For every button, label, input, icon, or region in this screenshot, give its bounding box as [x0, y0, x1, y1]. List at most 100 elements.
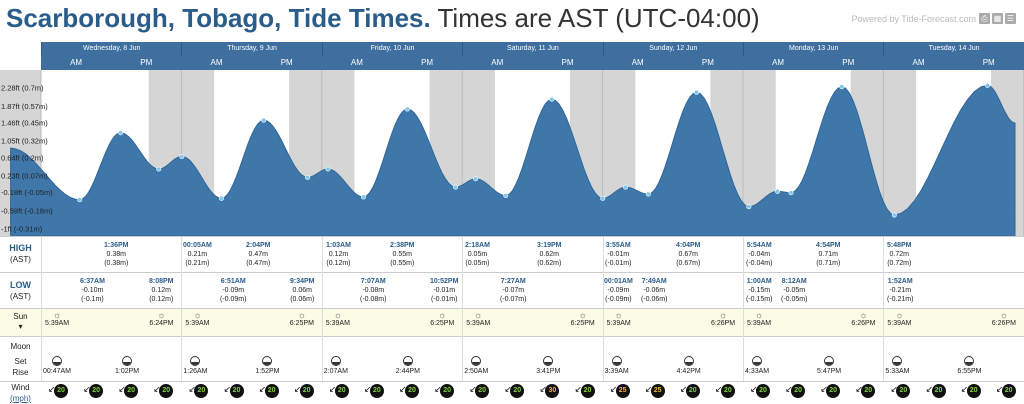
high-tide-cell: 4:04PM 0.67m (0.67m): [676, 241, 701, 268]
sunrise-icon: ☼: [474, 310, 483, 320]
moonrise-cell: 5:47PM: [817, 356, 841, 375]
high-height-m: (-0.04m): [746, 260, 773, 267]
wind-direction-icon: ↙: [363, 384, 372, 394]
low-height: -0.05m: [783, 287, 806, 294]
sunrise-cell: ☼ 5:39AM: [747, 310, 771, 327]
wind-speed-badge: 20: [475, 384, 490, 398]
sunrise-cell: ☼ 5:39AM: [887, 310, 911, 327]
moonset-cell: 3:39AM: [605, 356, 629, 375]
pm-header: PM: [280, 58, 293, 67]
wind-direction-icon: ↙: [153, 384, 161, 394]
table-icon[interactable]: ☰: [1005, 13, 1016, 24]
wind-speed-badge: 20: [334, 384, 349, 398]
low-tide-cell: 8:08PM 0.12m (0.12m): [149, 277, 174, 304]
sunset-icon: ☼: [718, 310, 728, 320]
wind-speed-badge: 30: [545, 384, 560, 398]
sun-time: 6:24PM: [149, 320, 174, 327]
wind-speed-badge: 20: [194, 384, 209, 398]
wind-speed-badge: 20: [861, 384, 876, 398]
high-time: 2:04PM: [246, 242, 271, 249]
wind-speed-badge: 20: [966, 384, 981, 398]
low-tide-cell: 7:27AM -0.07m (-0.07m): [500, 277, 526, 304]
tide-point: [473, 176, 479, 182]
wind-units-link[interactable]: (mph): [10, 394, 31, 403]
sunset-cell: ☼ 6:25PM: [571, 310, 595, 327]
sunset-icon: ☼: [297, 310, 306, 320]
wind-speed-badge: 20: [510, 384, 525, 398]
settings-icon[interactable]: ▦: [992, 13, 1003, 24]
y-axis-label: 1.05ft (0.32m): [1, 137, 48, 146]
sun-label: Sun: [13, 312, 28, 321]
sun-toggle-icon[interactable]: ▾: [18, 322, 23, 331]
sun-time: 5:39AM: [466, 320, 491, 327]
low-tide-cell: 00:01AM -0.09m (-0.09m): [604, 277, 633, 304]
wind-speed-badge: 20: [264, 384, 279, 398]
low-time: 7:49AM: [641, 278, 667, 285]
low-height-m: (-0.09m): [605, 296, 632, 303]
y-axis-label: 0.64ft (0.2m): [1, 153, 44, 162]
low-tide-cell: 6:51AM -0.09m (-0.09m): [220, 277, 246, 304]
high-height: 0.71m: [818, 251, 838, 258]
sunset-icon: ☼: [578, 310, 587, 320]
moonrise-cell: 1:02PM: [115, 356, 139, 375]
sunrise-icon: ☼: [754, 310, 764, 320]
moon-icon: [262, 356, 273, 366]
column-separator: [41, 237, 42, 381]
low-height-m: (-0.21m): [887, 296, 914, 303]
sunset-cell: ☼ 6:26PM: [992, 310, 1016, 327]
low-height-m: (-0.15m): [746, 296, 773, 303]
moon-icon: [964, 356, 975, 366]
moon-icon: [543, 356, 554, 366]
high-time: 5:54AM: [746, 242, 772, 249]
print-icon[interactable]: ⎙: [979, 13, 990, 24]
wind-direction-icon: ↙: [644, 384, 653, 394]
tide-point: [325, 166, 331, 172]
wind-direction-icon: ↙: [574, 384, 583, 394]
wind-direction-icon: ↙: [890, 384, 898, 394]
low-height: -0.06m: [643, 287, 666, 294]
y-axis-label: 2.28ft (0.7m): [1, 84, 44, 93]
wind-speed-badge: 25: [650, 384, 665, 398]
wind-speed-badge: 20: [405, 384, 419, 398]
high-height-m: (0.55m): [390, 260, 415, 267]
low-height: -0.21m: [889, 287, 912, 294]
am-header: AM: [772, 58, 785, 67]
low-time: 8:12AM: [781, 278, 807, 285]
sunset-icon: ☼: [999, 310, 1008, 320]
tide-point: [623, 184, 629, 190]
pm-header: PM: [140, 58, 153, 67]
wind-direction-icon: ↙: [750, 384, 758, 394]
high-height-m: (0.62m): [537, 260, 562, 267]
wind-speed-badge: 20: [791, 384, 806, 398]
sunrise-cell: ☼ 5:39AM: [326, 310, 350, 327]
powered-by[interactable]: Powered by Tide-Forecast.com: [851, 14, 976, 24]
sunrise-icon: ☼: [333, 310, 342, 320]
moonrise-cell: 3:41PM: [536, 356, 560, 375]
moonset-cell: 2:07AM: [324, 356, 348, 375]
sunset-cell: ☼ 6:25PM: [430, 310, 454, 327]
low-tide-cell: 7:07AM -0.08m (-0.08m): [360, 277, 386, 304]
high-height: 0.38m: [106, 251, 126, 258]
high-time: 5:48PM: [887, 242, 912, 249]
column-separator: [462, 237, 464, 381]
ampm-header-row: AM PM AM PM AM PM AM PM AM PM AM PM AM PM: [41, 56, 1024, 70]
wind-direction-icon: ↙: [118, 384, 126, 394]
tide-point: [156, 166, 162, 172]
wind-direction-icon: ↙: [223, 384, 232, 394]
day-header: Monday, 13 Jun: [743, 42, 883, 56]
low-height-m: (0.12m): [149, 296, 174, 303]
wind-direction-icon: ↙: [328, 384, 337, 394]
am-header: AM: [631, 58, 644, 67]
tide-point: [218, 195, 224, 201]
low-tide-cell: 8:12AM -0.05m (-0.05m): [781, 277, 807, 304]
wind-speed-badge: 25: [615, 384, 630, 398]
high-height: 0.72m: [889, 251, 909, 258]
wind-label: Wind: [11, 383, 30, 392]
divider: [0, 236, 1024, 237]
low-tide-cell: 10:52PM -0.01m (-0.01m): [430, 277, 458, 304]
tide-point: [788, 190, 794, 196]
low-height-m: (-0.06m): [641, 296, 668, 303]
location-title: Scarborough, Tobago, Tide Times.: [6, 3, 431, 33]
high-tide-cell: 5:48PM 0.72m (0.72m): [887, 241, 912, 268]
tide-point: [503, 193, 509, 199]
